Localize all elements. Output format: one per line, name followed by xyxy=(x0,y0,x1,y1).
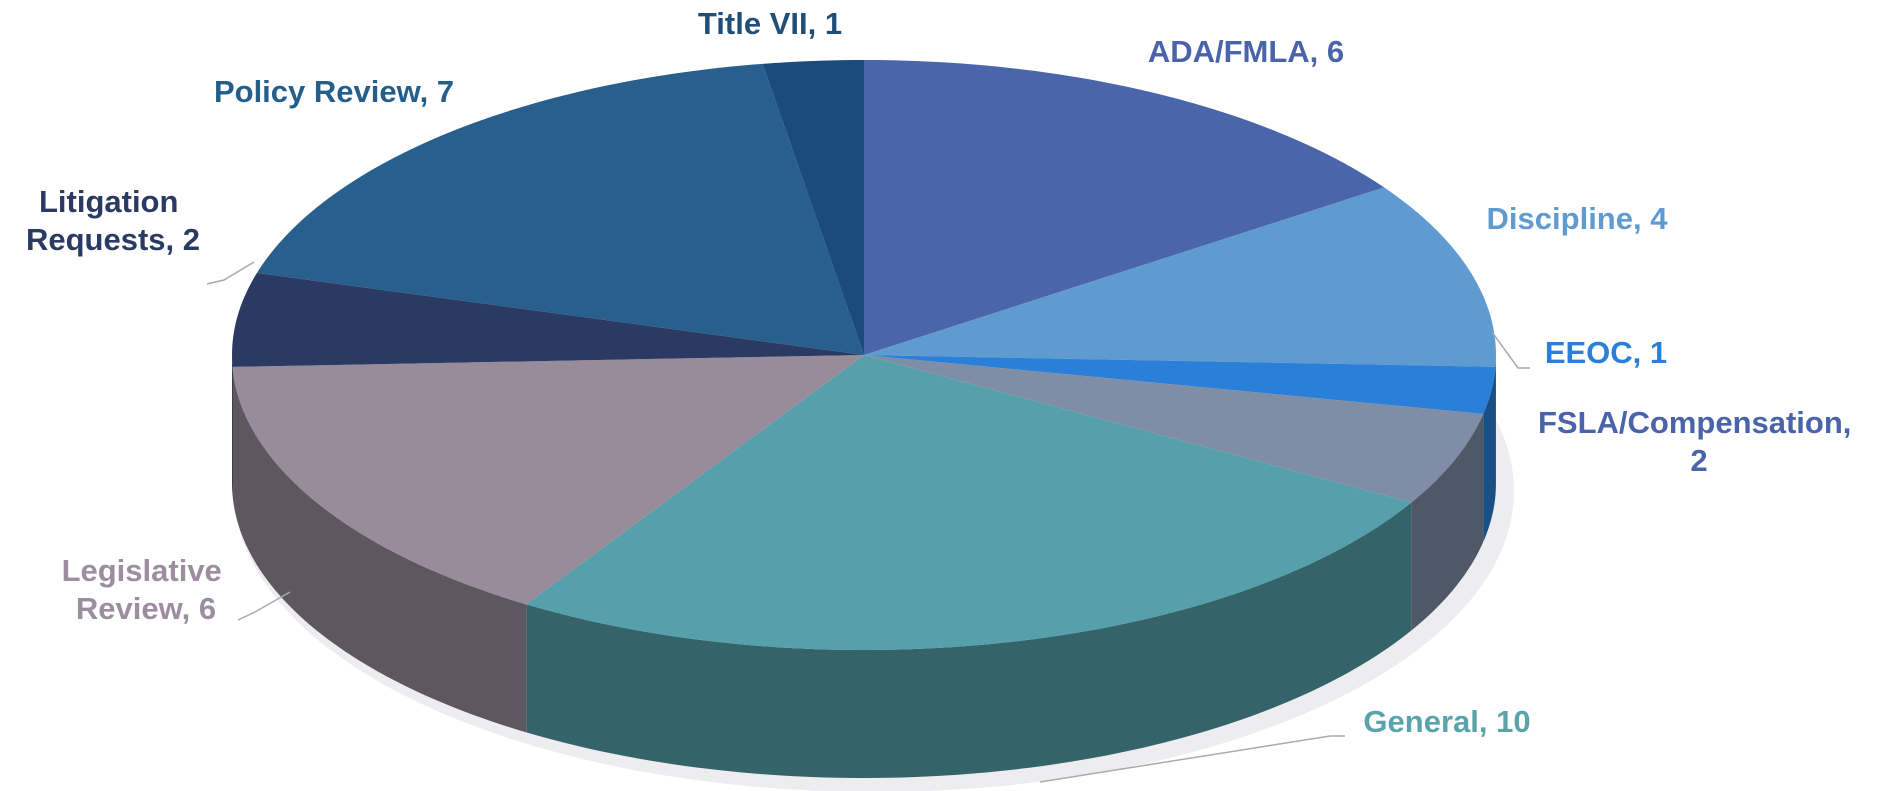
slice-side xyxy=(1411,414,1484,631)
data-label: Policy Review, 7 xyxy=(214,74,454,109)
slice-side xyxy=(232,355,233,495)
leader-line xyxy=(206,261,255,285)
slice xyxy=(232,355,864,605)
slice-side xyxy=(526,502,1412,778)
data-label: General, 10 xyxy=(1363,704,1530,739)
slice xyxy=(762,60,864,355)
slice xyxy=(864,187,1496,367)
slice xyxy=(526,355,1412,650)
label-line: 2 xyxy=(1690,443,1707,478)
label-line: FSLA/Compensation, xyxy=(1538,405,1860,440)
leader-line xyxy=(237,591,291,621)
label-line: Legislative xyxy=(62,553,231,588)
data-label: Legislative Review, 6 xyxy=(62,553,231,626)
slice xyxy=(232,272,864,367)
leader-line xyxy=(1491,331,1530,369)
leader-line xyxy=(1039,735,1345,783)
data-label: Litigation Requests, 2 xyxy=(26,184,200,257)
data-label: EEOC, 1 xyxy=(1545,335,1667,370)
slice xyxy=(864,355,1484,503)
slice-side xyxy=(1483,366,1496,543)
label-line: Requests, 2 xyxy=(26,222,200,257)
label-line: Litigation xyxy=(39,184,187,219)
data-label: FSLA/Compensation, 2 xyxy=(1538,405,1860,478)
slice xyxy=(864,60,1385,355)
slice-side xyxy=(1495,355,1496,495)
data-label: ADA/FMLA, 6 xyxy=(1148,34,1344,69)
slice-side xyxy=(232,366,527,733)
data-label: Discipline, 4 xyxy=(1487,201,1669,236)
slice xyxy=(864,355,1496,415)
slice xyxy=(256,63,865,356)
data-label: Title VII, 1 xyxy=(698,6,842,41)
label-line: Review, 6 xyxy=(76,591,216,626)
